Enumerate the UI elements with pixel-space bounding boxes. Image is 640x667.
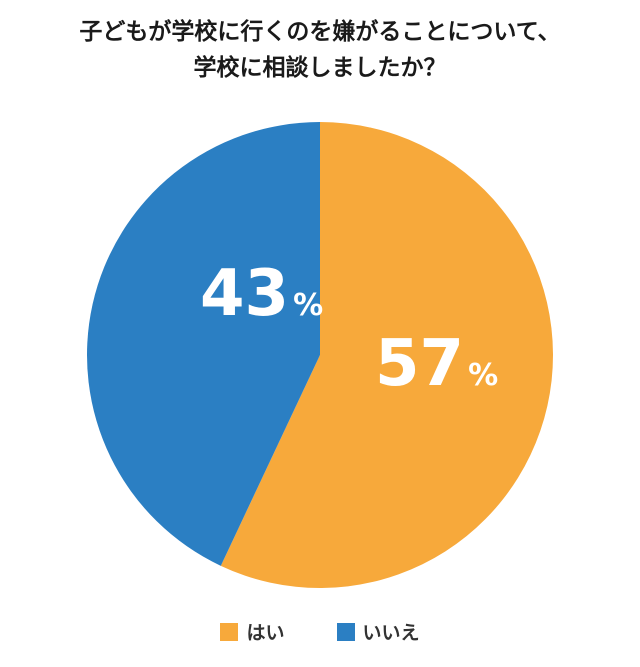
legend: はい いいえ bbox=[0, 618, 640, 645]
slice-label-no: 43% bbox=[200, 257, 323, 331]
legend-item-no: いいえ bbox=[336, 618, 420, 645]
pie-slice-no bbox=[86, 122, 320, 566]
pie-chart: 57 % 43% bbox=[86, 122, 553, 588]
pie-slice-yes bbox=[220, 122, 553, 588]
legend-label-no: いいえ bbox=[362, 622, 420, 644]
legend-swatch-yes bbox=[220, 622, 239, 641]
chart-title-line-2: 学校に相談しましたか？ bbox=[193, 55, 447, 81]
slice-label-yes: 57% bbox=[375, 327, 498, 401]
legend-swatch-no bbox=[336, 622, 355, 641]
chart-title: 子どもが学校に行くのを嫌がることについて、 学校に相談しましたか？ bbox=[0, 14, 640, 86]
chart-title-line-1: 子どもが学校に行くのを嫌がることについて、 bbox=[79, 19, 561, 45]
legend-label-yes: はい bbox=[246, 622, 285, 644]
legend-item-yes: はい bbox=[220, 618, 285, 645]
